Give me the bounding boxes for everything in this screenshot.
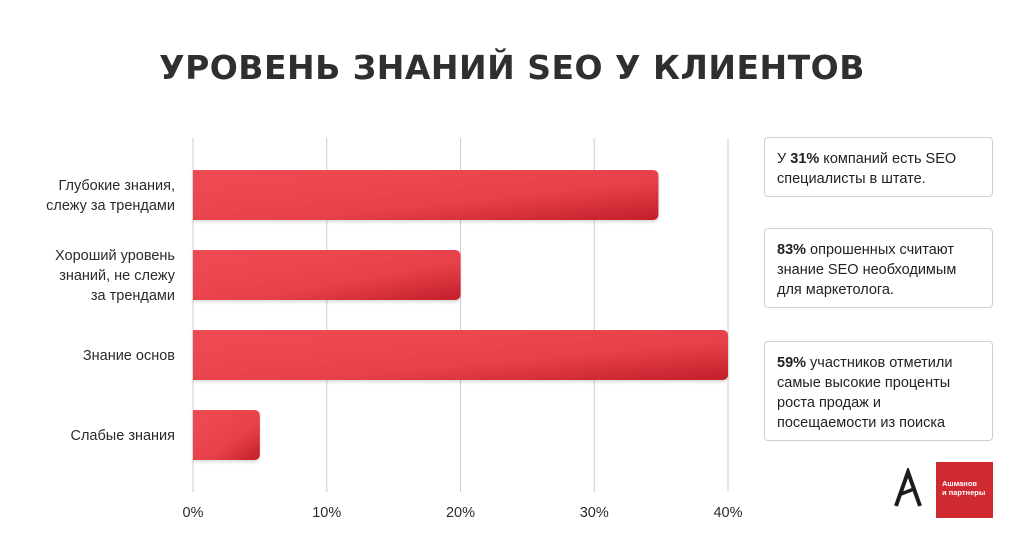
fact-card-3: 59% участников отметили самые высокие пр… [764, 341, 993, 441]
x-tick-label: 10% [312, 505, 341, 521]
category-label: Хороший уровень [55, 248, 175, 264]
x-tick-label: 40% [713, 505, 742, 521]
category-label: знаний, не слежу [59, 268, 176, 284]
fact-1-value: 31% [790, 151, 820, 167]
chart-title: УРОВЕНЬ ЗНАНИЙ SEO У КЛИЕНТОВ [159, 48, 865, 87]
bar [193, 250, 461, 300]
fact-card-2: 83% опрошенных считают знание SEO необхо… [764, 228, 993, 308]
company-logo: Ашманов и партнеры [936, 462, 993, 518]
category-labels: Глубокие знания, слежу за трендами Хороший… [46, 178, 176, 444]
bar [193, 170, 659, 220]
x-tick-label: 30% [580, 505, 609, 521]
logo-line-2: и партнеры [942, 488, 986, 497]
bars [193, 170, 728, 460]
fact-2-value: 83% [777, 242, 807, 258]
x-tick-label: 20% [446, 505, 475, 521]
fact-card-1: У 31% компаний есть SEO специалисты в шт… [764, 137, 993, 197]
category-label: Глубокие знания, [58, 178, 175, 194]
logo-line-1: Ашманов [942, 479, 978, 488]
bar [193, 410, 260, 460]
x-tick-label: 0% [183, 505, 204, 521]
bar [193, 330, 728, 380]
arrow-logo-icon [894, 468, 922, 507]
category-label: Знание основ [83, 348, 175, 364]
category-label: за трендами [91, 288, 175, 304]
category-label: слежу за трендами [46, 198, 175, 214]
x-axis-ticks: 0% 10% 20% 30% 40% [183, 505, 743, 521]
fact-3-value: 59% [777, 355, 807, 371]
category-label: Слабые знания [71, 428, 176, 444]
